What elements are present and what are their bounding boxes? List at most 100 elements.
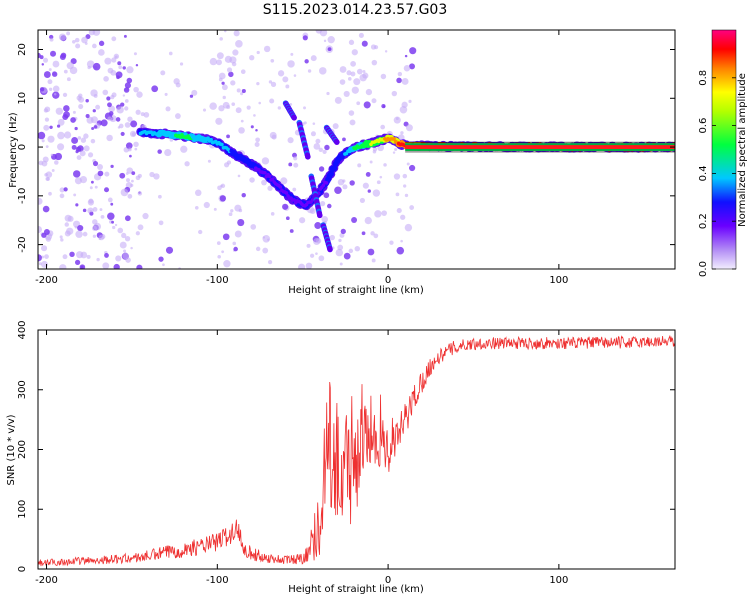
spectrogram-speckle (64, 222, 69, 227)
spectrogram-speckle (232, 241, 237, 246)
top-y-tick-label: 10 (17, 92, 28, 105)
spectrogram-speckle (226, 67, 233, 73)
spectrogram-speckle (117, 61, 122, 66)
spectrogram-speckle (216, 241, 221, 245)
spectrogram-speckle (57, 118, 65, 126)
top-x-tick-label: 0 (385, 275, 391, 286)
colorbar-tick-label: 0.0 (698, 261, 709, 277)
spectrogram-speckle (349, 119, 356, 126)
spectrogram-speckle (59, 54, 66, 60)
spectrogram-speckle (221, 250, 225, 254)
spectrogram-speckle (293, 162, 299, 168)
spectrogram-speckle (136, 264, 143, 269)
spectrogram-speckle (57, 143, 65, 151)
spectrogram-speckle (120, 188, 129, 197)
spectrogram-speckle (124, 99, 129, 103)
spectrogram-speckle (71, 137, 79, 144)
colorbar-ramp (711, 29, 737, 270)
spectrogram-speckle (219, 37, 223, 41)
spectrogram-speckle (124, 236, 131, 242)
spectrogram-speckle (237, 174, 241, 178)
top-x-tick-label: -100 (206, 275, 229, 286)
spectrogram-speckle (287, 60, 295, 68)
spectrogram-speckle (396, 77, 402, 84)
spectrogram-speckle (231, 61, 237, 67)
spectrogram-speckle (194, 205, 199, 210)
ridge-point (321, 183, 326, 188)
spectrogram-speckle (78, 96, 85, 103)
spectrogram-speckle (404, 54, 408, 58)
spectrogram-speckle (39, 87, 45, 92)
spectrogram-speckle (305, 262, 313, 269)
spectrogram-speckle (38, 197, 43, 205)
spectrogram-speckle (149, 171, 155, 178)
spectrogram-speckle (104, 57, 112, 65)
spectrogram-speckle (92, 160, 99, 167)
spectrogram-speckle (400, 239, 403, 243)
spectrogram-speckle (59, 235, 63, 239)
spectrogram-speckle (380, 73, 387, 80)
spectrogram-speckle (343, 90, 350, 97)
spectrogram-speckle (153, 173, 160, 180)
ridge-point (278, 185, 283, 189)
spectrogram-speckle (226, 160, 232, 165)
spectrogram-speckle (353, 78, 361, 86)
spectrogram-speckle (339, 79, 346, 85)
spectrogram-speckle (55, 107, 63, 115)
spectrogram-speckle (348, 110, 355, 116)
ridge-point (333, 162, 338, 166)
spectrogram-speckle (315, 30, 323, 34)
spectrogram-speckle (92, 206, 98, 212)
spectrogram-speckle (44, 117, 50, 122)
spectrogram-speckle (92, 219, 98, 225)
spectrogram-speckle (99, 208, 103, 211)
spectrogram-speckle (396, 246, 405, 255)
spectrogram-speckle (221, 84, 228, 91)
spectrogram-speckle (97, 164, 103, 170)
spectrogram-speckle (57, 131, 65, 140)
spectrogram-speckle (125, 142, 133, 150)
spectrogram-speckle (96, 257, 100, 262)
spectrogram-speckle (73, 193, 77, 197)
top-y-tick-label: 20 (17, 43, 28, 56)
spectrogram-speckle (233, 30, 240, 37)
spectrogram-speckle (334, 186, 342, 195)
spectrogram-speckle (236, 88, 241, 93)
spectrogram-speckle (43, 57, 49, 63)
spectrogram-speckle (135, 109, 141, 115)
spectrogram-speckle (90, 89, 98, 97)
spectrogram-speckle (51, 169, 55, 172)
spectrogram-speckle (64, 214, 72, 222)
figure-title: S115.2023.014.23.57.G03 (263, 2, 448, 18)
spectrogram-speckle (374, 210, 382, 218)
spectrogram-speckle (270, 58, 275, 63)
top-x-axis-label: Height of straight line (km) (288, 285, 424, 296)
colorbar-label: Normalized spectral amplitude (737, 73, 748, 227)
spectrogram-speckle (71, 144, 77, 150)
spectrogram-speckle (367, 189, 371, 193)
spectrogram-speckle (39, 55, 44, 60)
spectrogram-speckle (381, 210, 387, 216)
spectrogram-speckle (267, 260, 273, 265)
spectrogram-speckle (339, 66, 347, 73)
spectrogram-speckle (91, 180, 94, 184)
spectrogram-speckle (66, 77, 71, 82)
spectrogram-speckle (230, 80, 236, 86)
spectrogram-speckle (124, 215, 131, 222)
spectrogram-speckle (406, 162, 410, 166)
spectrogram-speckle (372, 189, 381, 197)
spectrogram-speckle (102, 89, 109, 96)
spectrogram-speckle (202, 108, 207, 112)
spectrogram-speckle (42, 205, 50, 213)
spectrogram-speckle (222, 95, 226, 100)
spectrogram-speckle (91, 126, 95, 130)
spectrogram-speckle (107, 102, 112, 108)
colorbar-tick-label: 0.8 (698, 70, 709, 86)
spectrogram-speckle (346, 70, 352, 76)
spectrogram-speckle (215, 117, 223, 125)
spectrogram-speckle (262, 235, 271, 243)
spectrogram-speckle (290, 52, 294, 56)
spectrogram-speckle (136, 91, 143, 98)
spectrogram-speckle (327, 47, 332, 52)
spectrogram-speckle (268, 80, 273, 84)
